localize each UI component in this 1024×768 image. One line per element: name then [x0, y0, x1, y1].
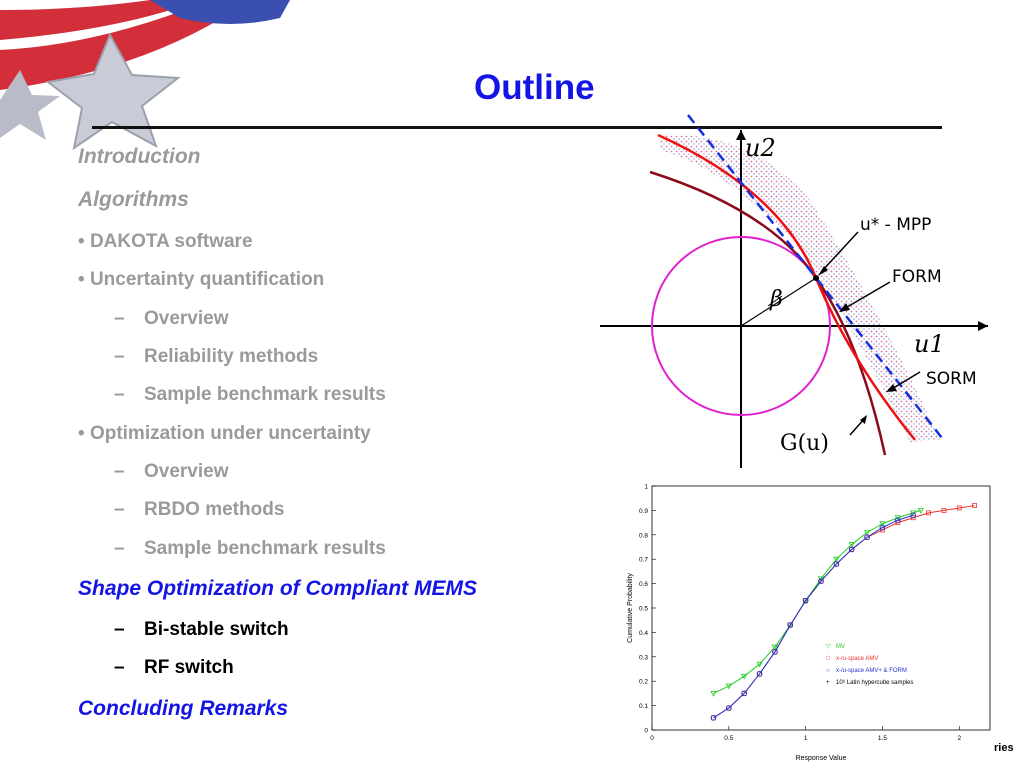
chart-legend: ▽ MV □ x-/u-space AMV ○ x-/u-space AMV+ …	[826, 644, 914, 686]
legend-amv-marker: □	[826, 656, 830, 662]
outline-item: Algorithms	[78, 188, 189, 211]
y-tick-label: 0.6	[639, 581, 648, 588]
x-axis-label: Response Value	[796, 755, 847, 762]
data-point	[741, 690, 748, 697]
outline-item: Shape Optimization of Compliant MEMS	[78, 577, 477, 600]
x-tick-label: 0	[650, 735, 654, 742]
y-tick-label: 0.1	[639, 703, 648, 710]
data-point	[956, 505, 962, 511]
footer-corner-text: ries	[994, 742, 1014, 754]
cdf-chart: 00.10.20.30.40.50.60.70.80.91 0 0.5 1 1.5 2 …	[620, 474, 996, 764]
g-label: G(u)	[780, 431, 829, 456]
y-tick-label: 0.9	[639, 508, 648, 515]
beta-label: β	[769, 287, 783, 312]
data-point	[926, 510, 931, 516]
failure-region	[660, 134, 940, 442]
data-point	[725, 705, 732, 711]
data-point	[972, 503, 978, 508]
data-point	[879, 521, 886, 528]
outline-item: Introduction	[78, 145, 201, 168]
y-tick-label: 0.5	[639, 606, 648, 613]
outline-item: • Uncertainty quantification	[78, 269, 325, 290]
mpp-point	[813, 275, 819, 281]
data-point	[710, 691, 717, 697]
y-axis-label: Cumulative Probability	[627, 573, 634, 643]
outline-item: – Sample benchmark results	[114, 538, 386, 559]
data-point	[910, 512, 917, 519]
data-point	[772, 649, 778, 655]
data-point	[864, 534, 870, 541]
y-tick-label: 0	[644, 728, 648, 735]
data-point	[848, 542, 855, 548]
outline-item: • DAKOTA software	[78, 231, 253, 252]
u2-label: u2	[745, 134, 776, 162]
y-tick-label: 1	[644, 484, 648, 491]
page-title: Outline	[474, 68, 595, 107]
data-point	[756, 661, 763, 668]
y-tick-label: 0.8	[639, 532, 648, 539]
legend-amv: x-/u-space AMV	[836, 656, 878, 662]
data-point	[741, 673, 748, 680]
legend-form: x-/u-space AMV+ & FORM	[836, 668, 907, 674]
y-tick-label: 0.3	[639, 654, 648, 661]
star-logo-icon	[0, 0, 290, 150]
data-point	[833, 561, 840, 567]
outline-item: – Reliability methods	[114, 346, 319, 367]
outline-item: • Optimization under uncertainty	[78, 423, 371, 444]
sorm-label: SORM	[926, 369, 977, 389]
outline-item: – Overview	[114, 308, 229, 329]
series-line-2	[713, 514, 914, 719]
data-point	[848, 546, 855, 553]
legend-mv-marker: ▽	[826, 644, 831, 650]
x-tick-label: 1.5	[878, 735, 887, 742]
legend-form-marker: ○	[826, 668, 830, 674]
y-tick-label: 0.2	[639, 679, 648, 686]
legend-mv: MV	[836, 644, 845, 650]
legend-lhs-marker: +	[826, 680, 830, 686]
outline-item: – Overview	[114, 461, 229, 482]
beta-circle	[651, 236, 831, 416]
outline-item: – RF switch	[114, 657, 234, 678]
data-point	[941, 508, 947, 513]
mpp-label: u* - MPP	[860, 215, 931, 235]
data-point	[917, 508, 925, 514]
data-point	[863, 529, 871, 536]
outline-item: Concluding Remarks	[78, 697, 289, 720]
data-point	[802, 597, 809, 604]
x-tick-label: 0.5	[724, 735, 733, 742]
data-point	[879, 524, 886, 531]
x-tick-label: 1	[804, 735, 808, 742]
reliability-diagram: u2 u1 u* - MPP FORM SORM β G(u)	[600, 114, 988, 468]
title-divider	[92, 126, 942, 129]
data-point	[756, 671, 763, 677]
data-point	[771, 644, 779, 651]
outline-item: – Bi-stable switch	[114, 619, 289, 640]
data-point	[725, 683, 732, 690]
outline-item: – Sample benchmark results	[114, 384, 386, 405]
data-point	[833, 556, 840, 563]
data-point	[787, 622, 794, 628]
legend-lhs: 10⁶ Latin hypercube samples	[836, 679, 914, 686]
x-tick-label: 2	[957, 735, 961, 742]
outline-item: – RBDO methods	[114, 499, 285, 520]
u1-label: u1	[914, 330, 945, 358]
y-tick-label: 0.4	[639, 630, 648, 637]
data-point	[710, 714, 717, 721]
data-point	[894, 517, 901, 524]
y-tick-label: 0.7	[639, 557, 648, 564]
data-point	[818, 578, 824, 585]
form-label: FORM	[892, 267, 942, 287]
